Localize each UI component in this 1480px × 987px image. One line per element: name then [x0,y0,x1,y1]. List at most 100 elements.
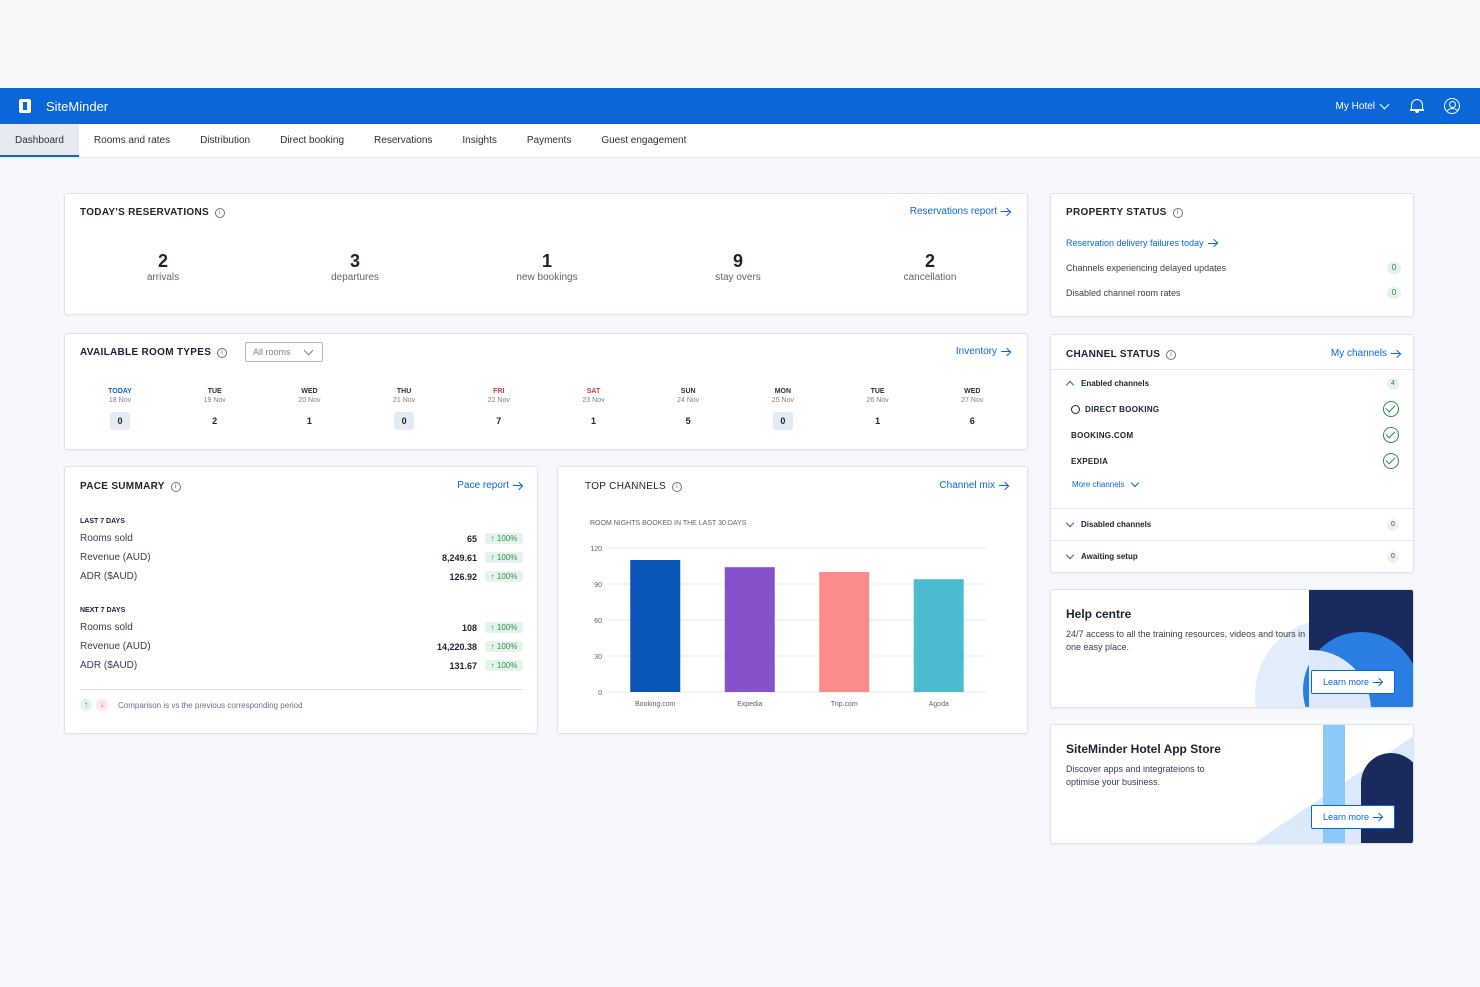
top-bar: SiteMinder My Hotel [0,88,1480,124]
day-date: 19 Nov [203,397,226,404]
tab-reservations[interactable]: Reservations [374,135,433,146]
stat-cancellation: 2 cancellation [903,251,957,283]
bar-expedia[interactable] [724,567,775,692]
help-centre-text: 24/7 access to all the training resource… [1066,629,1306,652]
stat-new-bookings: 1 new bookings [516,251,578,283]
availability-value[interactable]: 7 [496,416,502,426]
x-tick-label: Agoda [929,701,949,708]
channel-mix-link[interactable]: Channel mix [939,480,1009,491]
y-tick-label: 90 [594,582,602,589]
tab-dashboard[interactable]: Dashboard [0,124,79,157]
availability-value[interactable]: 0 [394,412,415,430]
hotel-selector[interactable]: My Hotel [1335,99,1390,112]
day-column: TUE 19 Nov 2 [195,388,235,430]
chevron-up-icon [1065,380,1075,390]
info-icon[interactable]: i [170,481,181,492]
pace-summary-card: PACE SUMMARY i Pace report LAST 7 DAYS R… [64,466,538,734]
pace-report-link[interactable]: Pace report [457,480,523,491]
availability-value[interactable]: 1 [875,416,881,426]
hotel-name: My Hotel [1335,100,1375,112]
arrow-right-icon [1391,350,1401,358]
arrow-right-icon [1001,208,1011,216]
arrow-right-icon [1373,678,1383,686]
info-icon[interactable]: i [672,481,683,492]
bar-agoda[interactable] [913,579,964,692]
tab-rooms-and-rates[interactable]: Rooms and rates [93,135,171,146]
day-name: MON [774,388,792,395]
count-badge: 0 [1387,287,1401,299]
availability-value[interactable]: 0 [772,412,793,430]
reservation-delivery-failures-link[interactable]: Reservation delivery failures today [1066,238,1218,248]
disabled-channels-toggle[interactable]: Disabled channels 0 [1051,508,1413,540]
room-filter-select[interactable]: All rooms [245,342,323,362]
todays-reservations-card: TODAY'S RESERVATIONS i Reservations repo… [64,193,1028,315]
my-channels-link[interactable]: My channels [1331,348,1401,359]
day-date: 25 Nov [771,397,794,404]
availability-value[interactable]: 5 [685,416,691,426]
card-title: AVAILABLE ROOM TYPES i [80,347,228,358]
stat-arrivals: 2 arrivals [146,251,180,283]
siteminder-logo-icon [19,99,31,113]
day-date: 23 Nov [582,397,605,404]
trend-badge: ↑ 100% [485,533,523,544]
availability-value[interactable]: 2 [212,416,218,426]
bar-trip-com[interactable] [819,572,870,692]
info-icon[interactable]: i [217,347,228,358]
tab-guest-engagement[interactable]: Guest engagement [601,135,687,146]
check-circle-icon [1383,453,1399,469]
app-store-learn-more-button[interactable]: Learn more [1311,805,1395,829]
day-name: SUN [680,388,696,395]
check-circle-icon [1383,427,1399,443]
day-name: WED [964,388,981,395]
property-row: Channels experiencing delayed updates 0 [1066,262,1401,274]
reservations-report-link[interactable]: Reservations report [910,206,1011,217]
count-badge: 0 [1387,518,1399,531]
chevron-down-icon [1065,518,1075,528]
trend-badge: ↑ 100% [485,571,523,582]
day-date: 24 Nov [677,397,700,404]
tab-direct-booking[interactable]: Direct booking [280,135,345,146]
availability-value[interactable]: 6 [969,416,975,426]
app-store-card: SiteMinder Hotel App Store Discover apps… [1050,724,1414,844]
tab-payments[interactable]: Payments [526,135,572,146]
awaiting-setup-toggle[interactable]: Awaiting setup 0 [1051,540,1413,572]
chevron-down-icon [1379,99,1390,109]
arrow-right-icon [1001,348,1011,356]
day-column: SAT 23 Nov 1 [574,388,614,430]
more-channels-link[interactable]: More channels [1072,478,1140,489]
inventory-link[interactable]: Inventory [956,346,1011,357]
info-icon[interactable]: i [1172,207,1183,218]
tab-insights[interactable]: Insights [462,135,497,146]
x-tick-label: Booking.com [635,701,676,708]
help-centre-card: Help centre 24/7 access to all the train… [1050,589,1414,708]
user-account-icon[interactable] [1444,98,1460,114]
section-label: LAST 7 DAYS [80,518,125,525]
notification-bell-icon[interactable] [1410,98,1424,114]
tab-distribution[interactable]: Distribution [200,135,251,146]
y-tick-label: 30 [594,654,602,661]
day-column: TODAY 18 Nov 0 [100,388,140,430]
availability-value[interactable]: 0 [110,412,130,430]
x-tick-label: Trip.com [831,701,858,708]
bar-booking-com[interactable] [630,560,681,692]
app-store-title: SiteMinder Hotel App Store [1066,742,1221,756]
arrow-right-icon [999,482,1009,490]
enabled-channels-toggle[interactable]: Enabled channels 4 [1051,369,1413,397]
trend-badge: ↑ 100% [485,622,523,633]
search-globe-icon [1071,404,1080,414]
availability-value[interactable]: 1 [590,416,596,426]
day-date: 18 Nov [108,397,132,404]
info-icon[interactable]: i [214,207,225,218]
day-column: TUE 26 Nov 1 [858,388,898,430]
stat-stay-overs: 9 stay overs [715,251,761,283]
help-learn-more-button[interactable]: Learn more [1311,670,1395,694]
info-icon[interactable]: i [1166,349,1177,360]
card-title: TODAY'S RESERVATIONS i [80,207,225,218]
top-channels-bar-chart: ROOM NIGHTS BOOKED IN THE LAST 30 DAYS 0 3… [590,520,986,708]
availability-value[interactable]: 1 [306,416,312,426]
day-name: TODAY [108,388,132,395]
y-tick-label: 60 [594,618,602,625]
day-column: MON 25 Nov 0 [763,388,803,430]
top-channels-card: TOP CHANNELS i Channel mix ROOM NIGHTS B… [557,466,1028,734]
property-row: Disabled channel room rates 0 [1066,287,1401,299]
